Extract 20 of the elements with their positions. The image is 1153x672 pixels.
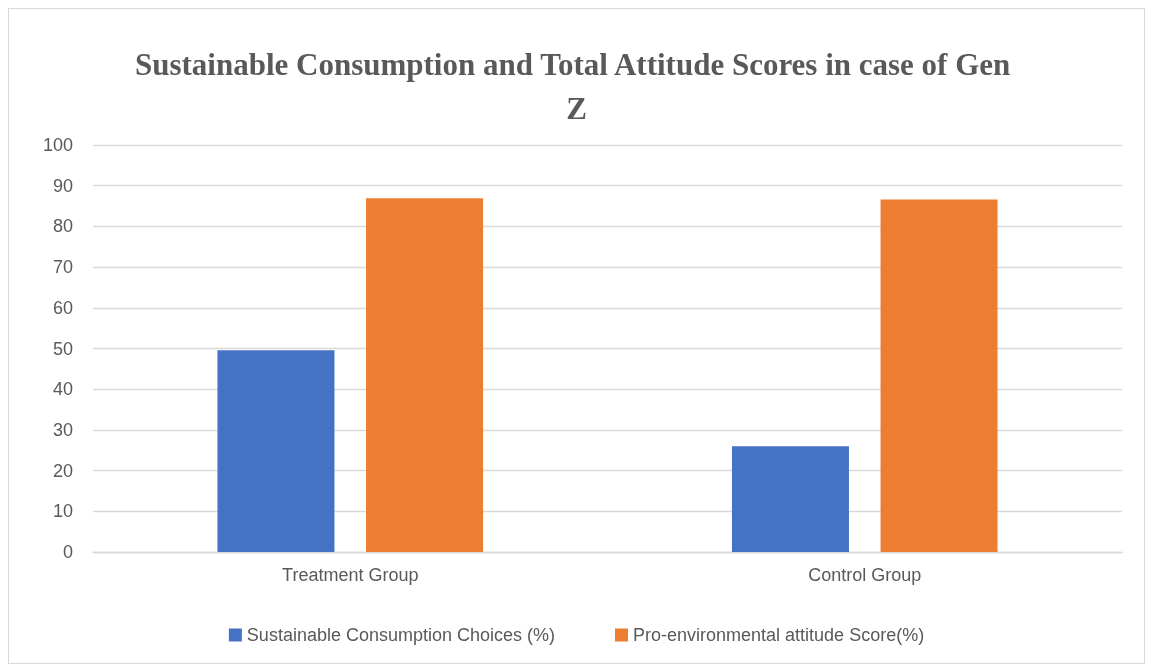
x-tick-label: Treatment Group [282, 565, 419, 585]
y-tick-label: 30 [52, 419, 73, 440]
chart-title: Sustainable Consumption and Total Attitude Scores in case of Gen Z [134, 46, 1019, 126]
y-tick-label: 70 [52, 257, 73, 278]
y-tick-label: 10 [52, 501, 73, 522]
bar [880, 199, 998, 552]
bar [366, 198, 484, 552]
y-tick-label: 0 [62, 542, 73, 562]
y-tick-label: 50 [52, 338, 73, 359]
y-tick-label: 20 [52, 460, 73, 481]
bar [217, 350, 335, 552]
y-tick-label: 40 [52, 379, 73, 400]
x-tick-label: Control Group [808, 565, 922, 585]
legend-label: Sustainable Consumption Choices (%) [246, 625, 556, 645]
legend-label: Pro-environmental attitude Score(%) [633, 625, 925, 645]
y-tick-label: 60 [52, 297, 73, 318]
y-tick-label: 80 [52, 216, 73, 237]
y-tick-label: 90 [52, 175, 73, 196]
bar [731, 446, 849, 552]
y-tick-label: 100 [42, 135, 73, 155]
